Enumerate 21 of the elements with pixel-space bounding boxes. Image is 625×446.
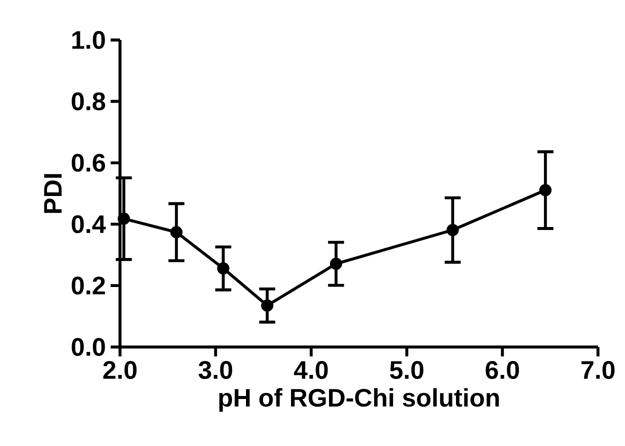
- x-tick-label: 5.0: [390, 361, 424, 379]
- y-axis-title: PDI: [44, 174, 62, 213]
- point: [118, 212, 130, 225]
- x-tick-label: 7.0: [581, 361, 615, 379]
- x-axis-title: pH of RGD-Chi solution: [219, 388, 499, 412]
- y-tick-label: 0.8: [72, 92, 106, 110]
- point: [446, 224, 459, 236]
- point: [217, 262, 230, 275]
- point: [261, 299, 274, 312]
- y-tick-label: 0.4: [72, 215, 106, 234]
- y-tick-label: 0.0: [72, 338, 105, 356]
- point: [170, 226, 183, 238]
- x-tick-label: 3.0: [198, 361, 232, 380]
- point: [330, 258, 342, 270]
- y-tick-label: 0.2: [72, 276, 105, 295]
- point: [539, 184, 552, 196]
- x-tick-label: 4.0: [294, 361, 328, 379]
- y-tick-label: 1.0: [72, 31, 105, 49]
- y-tick-label: 0.6: [72, 154, 106, 172]
- x-tick-label: 6.0: [486, 361, 519, 379]
- x-tick-label: 2.0: [103, 361, 137, 379]
